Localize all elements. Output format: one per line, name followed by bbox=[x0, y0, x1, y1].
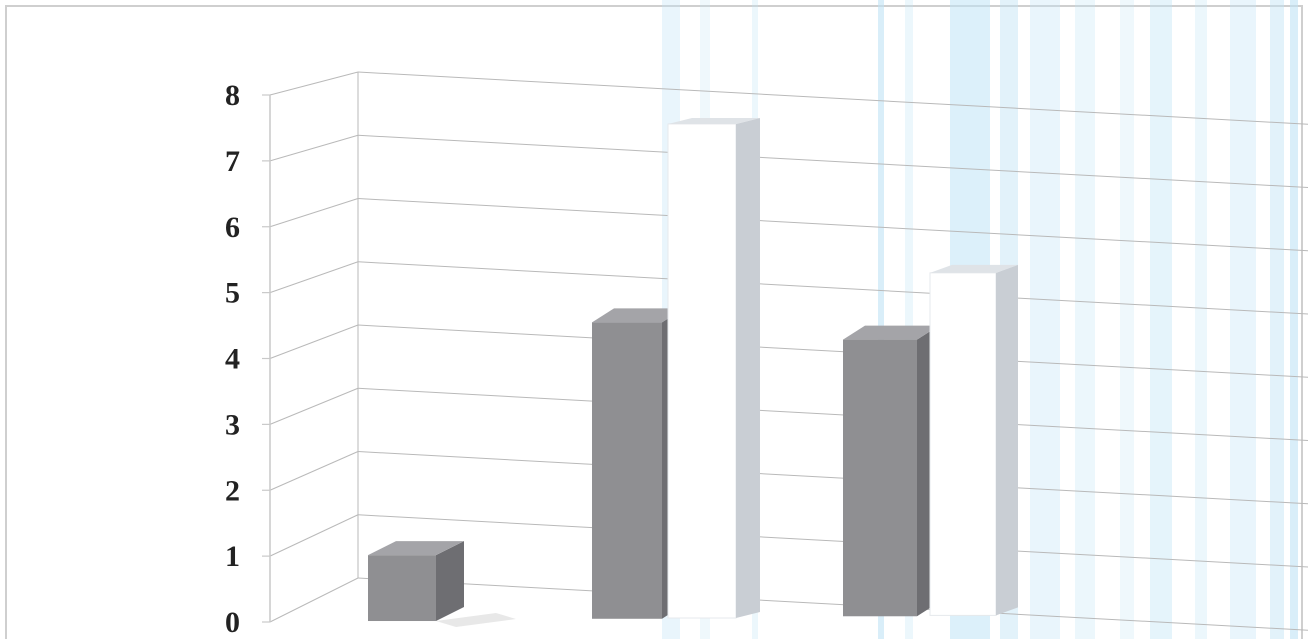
gridline-back-2 bbox=[357, 451, 1308, 505]
bar-3-top bbox=[668, 117, 760, 124]
bar-4-top bbox=[843, 325, 939, 340]
gridline-back-3 bbox=[357, 387, 1308, 441]
y-tick-label-4: 4 bbox=[225, 343, 240, 376]
y-axis: 0 1 2 3 4 5 6 7 8 bbox=[225, 79, 271, 639]
bar-3-front bbox=[667, 123, 737, 619]
gridline-back-6 bbox=[357, 198, 1308, 252]
y-tick-label-0: 0 bbox=[225, 606, 240, 639]
bar-3-side bbox=[736, 117, 760, 619]
scan-streak-8 bbox=[1075, 0, 1095, 639]
bar-2-top bbox=[592, 308, 684, 323]
bar-5 bbox=[929, 264, 1018, 616]
bar-5-front bbox=[929, 272, 997, 616]
gridline-left-5 bbox=[269, 261, 359, 294]
y-tick-label-1: 1 bbox=[225, 540, 240, 573]
scan-streak-12 bbox=[1230, 0, 1256, 639]
bar-3 bbox=[667, 117, 760, 619]
gridline-left-7 bbox=[269, 134, 359, 162]
bar-5-top bbox=[930, 264, 1018, 273]
gridline-left-0 bbox=[269, 577, 359, 623]
gridline-left-4 bbox=[269, 324, 359, 359]
y-tick-label-8: 8 bbox=[225, 79, 240, 112]
gridline-back-8 bbox=[357, 71, 1308, 125]
bar-5-side bbox=[996, 264, 1018, 616]
scan-streak-4 bbox=[905, 0, 913, 639]
gridline-back-4 bbox=[357, 324, 1308, 378]
bar-4 bbox=[843, 325, 939, 617]
gridline-left-8 bbox=[269, 71, 359, 96]
gridline-back-0 bbox=[357, 577, 1308, 631]
scan-streak-9 bbox=[1120, 0, 1134, 639]
gridline-left-2 bbox=[269, 451, 359, 491]
scan-streak-7 bbox=[1030, 0, 1060, 639]
bar-1 bbox=[368, 541, 516, 628]
chart-frame bbox=[5, 5, 1303, 644]
gridline-left-6 bbox=[269, 198, 359, 228]
y-tick-label-6: 6 bbox=[225, 211, 240, 244]
bar-1-shadow bbox=[436, 613, 516, 628]
y-tick-label-7: 7 bbox=[225, 145, 240, 178]
gridline-left-1 bbox=[269, 514, 359, 557]
scan-streak-3 bbox=[878, 0, 884, 639]
y-tick-label-5: 5 bbox=[225, 277, 240, 310]
gridlines bbox=[269, 71, 1308, 631]
bar-4-front bbox=[843, 339, 917, 617]
bar-1-side bbox=[436, 541, 464, 622]
scan-streak-14 bbox=[1290, 0, 1298, 639]
gridline-back-5 bbox=[357, 261, 1308, 315]
scan-streaks bbox=[662, 0, 1298, 639]
gridline-left-3 bbox=[269, 387, 359, 425]
y-tick-label-3: 3 bbox=[225, 408, 240, 441]
y-tick-label-2: 2 bbox=[225, 474, 240, 507]
scan-streak-13 bbox=[1270, 0, 1284, 639]
scan-streak-10 bbox=[1150, 0, 1172, 639]
gridline-back-7 bbox=[357, 134, 1308, 188]
gridline-back-1 bbox=[357, 514, 1308, 568]
bars bbox=[368, 117, 1018, 628]
bar-1-front bbox=[368, 555, 436, 622]
scan-streak-11 bbox=[1195, 0, 1207, 639]
bar-1-top bbox=[368, 541, 464, 556]
bar-2-front bbox=[592, 322, 662, 619]
